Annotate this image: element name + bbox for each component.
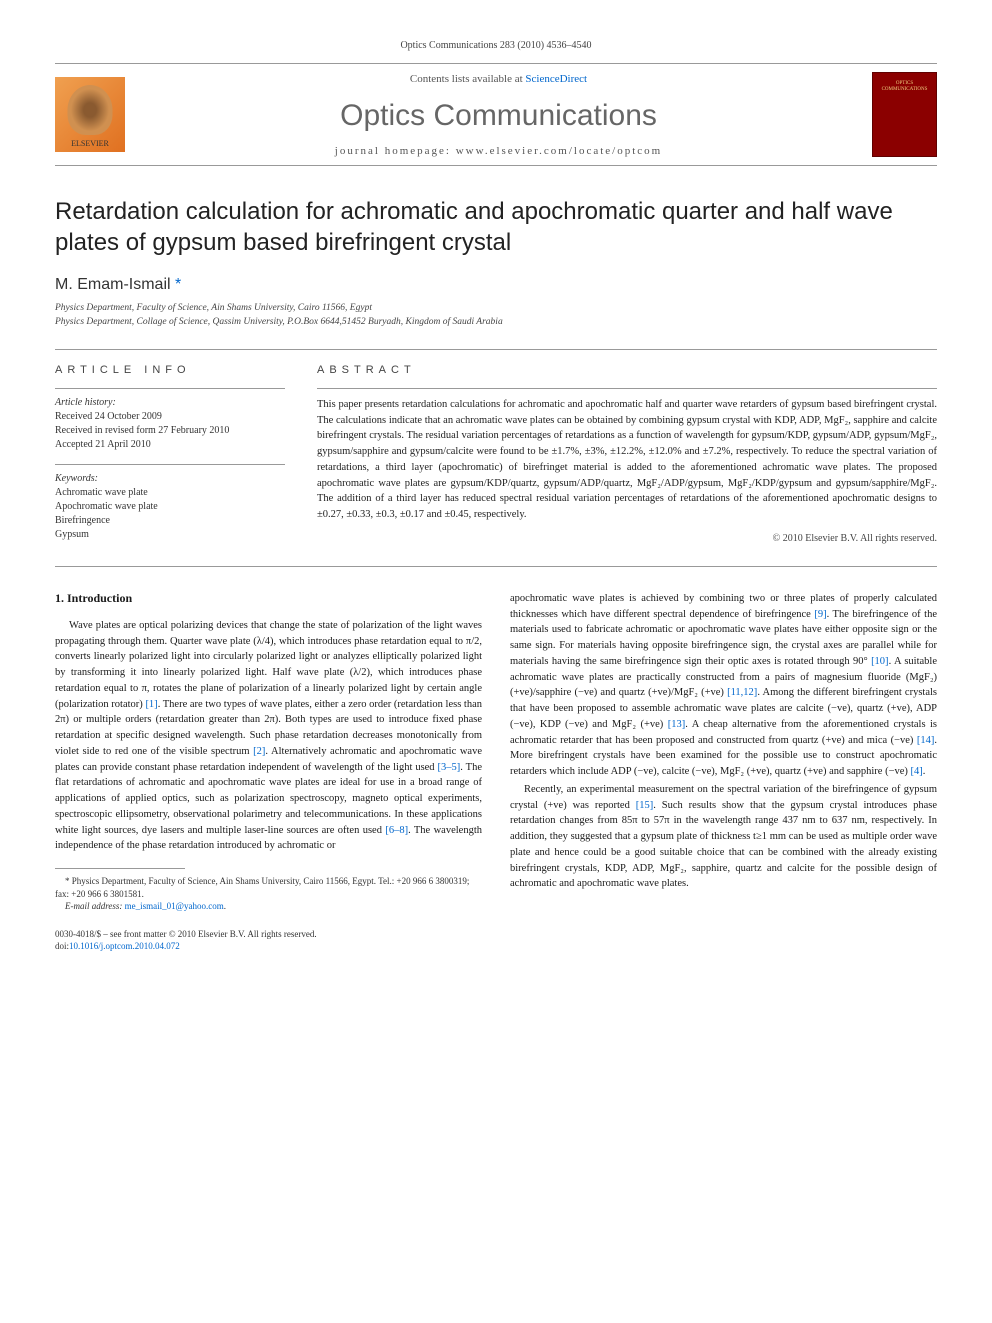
abstract-copyright: © 2010 Elsevier B.V. All rights reserved… bbox=[317, 533, 937, 544]
affiliation-1: Physics Department, Faculty of Science, … bbox=[55, 302, 937, 315]
email-suffix: . bbox=[224, 901, 226, 911]
affiliation-2: Physics Department, Collage of Science, … bbox=[55, 316, 937, 329]
history-heading: Article history: bbox=[55, 397, 285, 408]
ref-link[interactable]: [10] bbox=[871, 656, 889, 667]
divider-bottom bbox=[55, 566, 937, 567]
ref-link[interactable]: [1] bbox=[145, 699, 157, 710]
article-info-heading: ARTICLE INFO bbox=[55, 364, 285, 376]
journal-cover-icon: OPTICS COMMUNICATIONS bbox=[872, 72, 937, 157]
right-column: apochromatic wave plates is achieved by … bbox=[510, 591, 937, 952]
elsevier-logo: ELSEVIER bbox=[55, 77, 125, 152]
doi-prefix: doi: bbox=[55, 941, 69, 951]
article-title: Retardation calculation for achromatic a… bbox=[55, 196, 937, 258]
journal-name: Optics Communications bbox=[125, 99, 872, 133]
journal-banner: ELSEVIER Contents lists available at Sci… bbox=[55, 63, 937, 166]
ref-link[interactable]: [13] bbox=[668, 719, 686, 730]
ref-link[interactable]: [9] bbox=[814, 609, 826, 620]
contents-text: Contents lists available at bbox=[410, 73, 525, 85]
footer-doi-line: doi:10.1016/j.optcom.2010.04.072 bbox=[55, 941, 482, 953]
article-info-column: ARTICLE INFO Article history: Received 2… bbox=[55, 364, 285, 544]
abstract-divider bbox=[317, 388, 937, 389]
footer-line-1: 0030-4018/$ – see front matter © 2010 El… bbox=[55, 929, 482, 941]
history-text: Received 24 October 2009 Received in rev… bbox=[55, 410, 285, 452]
contents-line: Contents lists available at ScienceDirec… bbox=[125, 73, 872, 85]
keywords-heading: Keywords: bbox=[55, 473, 285, 484]
info-divider-2 bbox=[55, 464, 285, 465]
ref-link[interactable]: [11,12] bbox=[727, 687, 757, 698]
sciencedirect-link[interactable]: ScienceDirect bbox=[525, 73, 587, 85]
email-link[interactable]: me_ismail_01@yahoo.com bbox=[125, 901, 224, 911]
divider-top bbox=[55, 349, 937, 350]
footnote-divider bbox=[55, 868, 185, 869]
keywords-list: Achromatic wave plate Apochromatic wave … bbox=[55, 486, 285, 542]
ref-link[interactable]: [14] bbox=[917, 735, 935, 746]
footnote-email-line: E-mail address: me_ismail_01@yahoo.com. bbox=[55, 900, 482, 913]
header-citation: Optics Communications 283 (2010) 4536–45… bbox=[55, 40, 937, 51]
right-para-2: Recently, an experimental measurement on… bbox=[510, 782, 937, 892]
abstract-column: ABSTRACT This paper presents retardation… bbox=[317, 364, 937, 544]
ref-link[interactable]: [4] bbox=[911, 766, 923, 777]
journal-homepage: journal homepage: www.elsevier.com/locat… bbox=[125, 145, 872, 157]
author-line: M. Emam-Ismail * bbox=[55, 276, 937, 294]
footer-meta: 0030-4018/$ – see front matter © 2010 El… bbox=[55, 929, 482, 952]
intro-para-1: Wave plates are optical polarizing devic… bbox=[55, 618, 482, 854]
ref-link[interactable]: [6–8] bbox=[385, 825, 408, 836]
footnote-affiliation: * Physics Department, Faculty of Science… bbox=[55, 875, 482, 900]
elsevier-label: ELSEVIER bbox=[71, 139, 109, 148]
ref-link[interactable]: [3–5] bbox=[438, 762, 461, 773]
intro-heading: 1. Introduction bbox=[55, 591, 482, 606]
doi-link[interactable]: 10.1016/j.optcom.2010.04.072 bbox=[69, 941, 180, 951]
author-name: M. Emam-Ismail bbox=[55, 276, 171, 293]
info-divider-1 bbox=[55, 388, 285, 389]
ref-link[interactable]: [2] bbox=[253, 746, 265, 757]
left-column: 1. Introduction Wave plates are optical … bbox=[55, 591, 482, 952]
journal-cover-label: OPTICS COMMUNICATIONS bbox=[873, 81, 936, 93]
ref-link[interactable]: [15] bbox=[636, 800, 654, 811]
info-abstract-row: ARTICLE INFO Article history: Received 2… bbox=[55, 364, 937, 544]
corresponding-asterisk[interactable]: * bbox=[175, 276, 181, 293]
right-para-1: apochromatic wave plates is achieved by … bbox=[510, 591, 937, 780]
email-label: E-mail address: bbox=[65, 901, 125, 911]
abstract-heading: ABSTRACT bbox=[317, 364, 937, 376]
abstract-text: This paper presents retardation calculat… bbox=[317, 397, 937, 523]
body-columns: 1. Introduction Wave plates are optical … bbox=[55, 591, 937, 952]
banner-center: Contents lists available at ScienceDirec… bbox=[125, 73, 872, 157]
